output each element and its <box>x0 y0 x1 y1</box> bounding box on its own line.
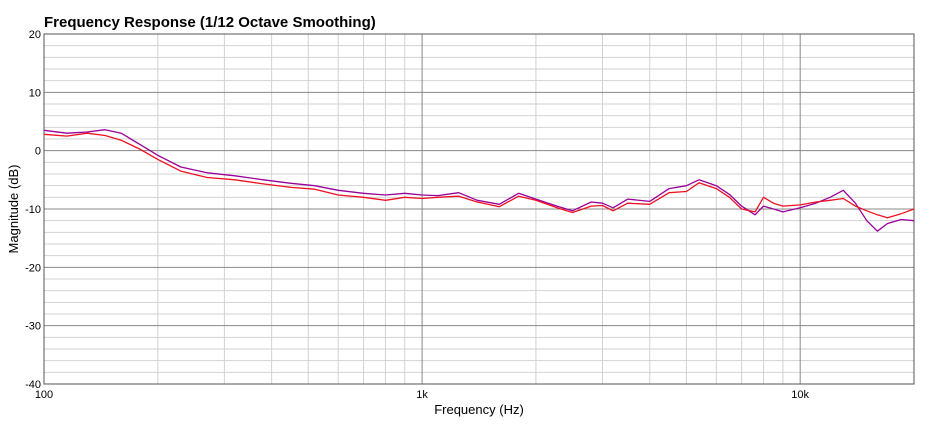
series-line-1 <box>43 129 915 232</box>
x-tick-label: 10k <box>791 389 809 401</box>
y-tick-labels: 20 10 0 -10 -20 -30 -40 <box>25 29 41 391</box>
series-group <box>43 129 915 232</box>
x-tick-labels: 100 1k 10k <box>35 389 810 401</box>
y-tick-label: 0 <box>35 146 41 158</box>
x-axis-label: Frequency (Hz) <box>434 402 524 417</box>
y-tick-label: -30 <box>25 321 41 333</box>
series-line-2 <box>43 132 915 219</box>
y-axis-label: Magnitude (dB) <box>6 165 21 254</box>
x-tick-label: 1k <box>416 389 428 401</box>
y-tick-label: -40 <box>25 379 41 391</box>
x-tick-label: 100 <box>35 389 53 401</box>
y-tick-label: 20 <box>29 29 41 41</box>
y-tick-label: 10 <box>29 87 41 99</box>
chart-title: Frequency Response (1/12 Octave Smoothin… <box>44 14 376 31</box>
y-tick-label: -10 <box>25 204 41 216</box>
y-tick-label: -20 <box>25 262 41 274</box>
